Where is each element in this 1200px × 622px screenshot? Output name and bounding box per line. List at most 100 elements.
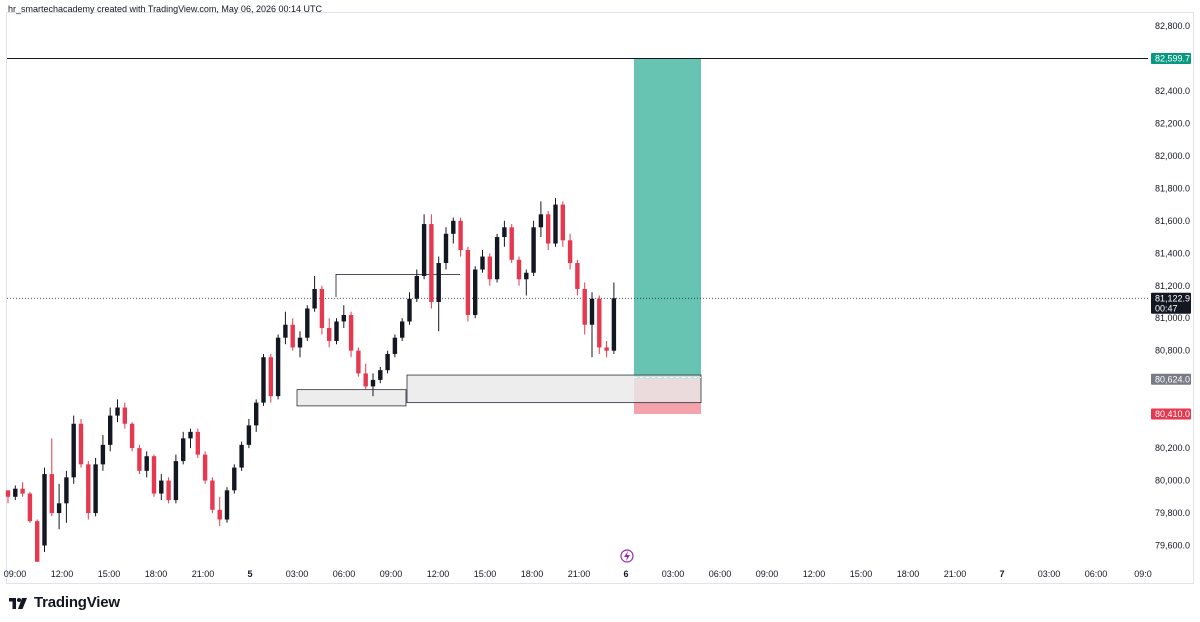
candle[interactable] bbox=[71, 415, 76, 484]
candle[interactable] bbox=[210, 477, 215, 514]
candle[interactable] bbox=[567, 233, 573, 270]
candle[interactable] bbox=[524, 269, 529, 296]
x-tick-label: 18:00 bbox=[521, 569, 544, 579]
y-tick-label: 79,800.0 bbox=[1155, 508, 1190, 518]
candle[interactable] bbox=[108, 407, 113, 452]
candle[interactable] bbox=[86, 461, 91, 520]
candle[interactable] bbox=[42, 467, 47, 553]
candle[interactable] bbox=[429, 214, 434, 309]
candle[interactable] bbox=[100, 435, 106, 471]
candle[interactable] bbox=[254, 399, 259, 432]
candle[interactable] bbox=[582, 282, 587, 335]
candle[interactable] bbox=[144, 451, 149, 478]
candle[interactable] bbox=[407, 292, 412, 325]
candle[interactable] bbox=[334, 318, 339, 345]
candle[interactable] bbox=[268, 353, 273, 403]
candle[interactable] bbox=[137, 444, 142, 475]
candle[interactable] bbox=[305, 305, 310, 341]
candle[interactable] bbox=[181, 431, 186, 465]
candle[interactable] bbox=[93, 457, 98, 517]
candle[interactable] bbox=[20, 482, 25, 497]
candle[interactable] bbox=[553, 198, 558, 247]
candle[interactable] bbox=[341, 305, 346, 328]
candle[interactable] bbox=[392, 334, 398, 358]
candle[interactable] bbox=[451, 217, 456, 244]
candle[interactable] bbox=[414, 269, 419, 302]
candle[interactable] bbox=[166, 477, 171, 504]
candle[interactable] bbox=[509, 224, 514, 264]
candle[interactable] bbox=[421, 214, 427, 280]
candle[interactable] bbox=[356, 347, 361, 377]
candle[interactable] bbox=[400, 318, 405, 341]
candle[interactable] bbox=[327, 318, 332, 348]
candle[interactable] bbox=[312, 276, 317, 312]
candle[interactable] bbox=[129, 422, 135, 452]
candle[interactable] bbox=[370, 373, 376, 397]
candle[interactable] bbox=[480, 250, 485, 273]
candle[interactable] bbox=[261, 353, 266, 406]
candle[interactable] bbox=[604, 340, 609, 358]
candle[interactable] bbox=[531, 220, 536, 277]
candle[interactable] bbox=[589, 292, 595, 358]
candle[interactable] bbox=[275, 334, 281, 400]
candle[interactable] bbox=[473, 266, 478, 319]
target-zone[interactable] bbox=[634, 58, 701, 380]
candle[interactable] bbox=[56, 483, 62, 530]
svg-text:81,122.9: 81,122.9 bbox=[1155, 293, 1190, 303]
candle[interactable] bbox=[13, 485, 18, 501]
candle[interactable] bbox=[35, 519, 40, 562]
candle[interactable] bbox=[151, 454, 157, 497]
x-tick-label: 5 bbox=[247, 569, 252, 579]
candle[interactable] bbox=[319, 285, 325, 335]
candle[interactable] bbox=[560, 201, 565, 247]
demand-zone-1[interactable] bbox=[296, 389, 407, 407]
candle[interactable] bbox=[188, 428, 193, 449]
candle[interactable] bbox=[290, 318, 295, 351]
candle[interactable] bbox=[246, 418, 252, 449]
candle[interactable] bbox=[283, 311, 288, 345]
candle[interactable] bbox=[611, 282, 617, 354]
candle[interactable] bbox=[195, 428, 200, 458]
candle[interactable] bbox=[159, 474, 164, 501]
x-tick-label: 12:00 bbox=[427, 569, 450, 579]
candle[interactable] bbox=[27, 491, 33, 523]
x-tick-label: 09:0 bbox=[1134, 569, 1152, 579]
candle[interactable] bbox=[516, 256, 522, 286]
candle[interactable] bbox=[465, 246, 471, 322]
candle[interactable] bbox=[385, 350, 390, 374]
candle[interactable] bbox=[202, 451, 208, 484]
candle[interactable] bbox=[232, 464, 237, 494]
candle[interactable] bbox=[297, 331, 303, 358]
candle[interactable] bbox=[64, 470, 69, 523]
candle[interactable] bbox=[115, 399, 120, 423]
entry-price-tag: 80,624.0 bbox=[1151, 373, 1191, 385]
lightning-icon[interactable] bbox=[620, 549, 634, 563]
candle[interactable] bbox=[546, 211, 551, 251]
candle[interactable] bbox=[458, 217, 463, 257]
candle[interactable] bbox=[5, 490, 11, 504]
candle[interactable] bbox=[436, 256, 441, 332]
candle[interactable] bbox=[363, 363, 368, 390]
candle[interactable] bbox=[239, 441, 244, 471]
candle[interactable] bbox=[122, 402, 127, 429]
candle[interactable] bbox=[494, 233, 500, 283]
candle[interactable] bbox=[224, 487, 230, 523]
candle[interactable] bbox=[502, 220, 507, 247]
x-tick-label: 06:00 bbox=[1085, 569, 1108, 579]
candle[interactable] bbox=[78, 418, 84, 468]
candle[interactable] bbox=[597, 295, 602, 354]
resistance-line[interactable] bbox=[335, 273, 460, 298]
candle[interactable] bbox=[575, 259, 580, 296]
candle[interactable] bbox=[49, 438, 54, 517]
candle[interactable] bbox=[538, 201, 544, 238]
tradingview-brand[interactable]: TradingView bbox=[8, 594, 120, 611]
demand-zone-2[interactable] bbox=[406, 374, 702, 404]
candle[interactable] bbox=[487, 253, 492, 286]
candle[interactable] bbox=[217, 496, 222, 527]
x-tick-label: 06:00 bbox=[709, 569, 732, 579]
candle[interactable] bbox=[173, 454, 179, 504]
candle[interactable] bbox=[378, 366, 383, 384]
candle[interactable] bbox=[443, 227, 449, 270]
candle[interactable] bbox=[348, 311, 354, 358]
